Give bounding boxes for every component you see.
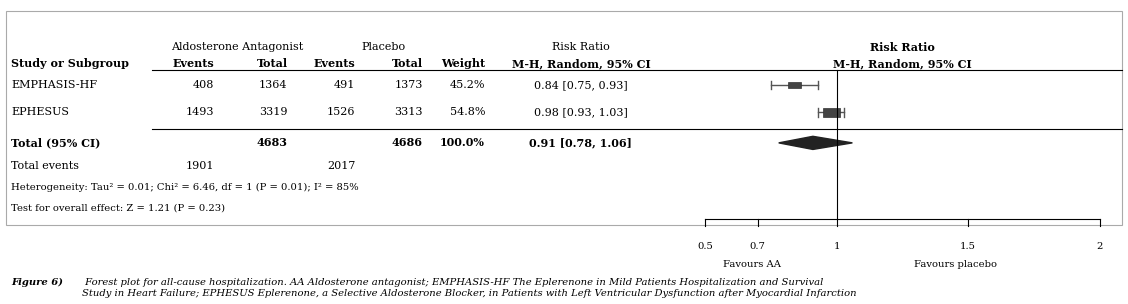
- Text: EMPHASIS-HF: EMPHASIS-HF: [11, 80, 97, 90]
- Text: 491: 491: [334, 80, 355, 90]
- Text: M-H, Random, 95% CI: M-H, Random, 95% CI: [832, 58, 972, 69]
- Text: Figure 6): Figure 6): [11, 278, 63, 287]
- Text: 4683: 4683: [257, 137, 288, 148]
- Text: Test for overall effect: Z = 1.21 (P = 0.23): Test for overall effect: Z = 1.21 (P = 0…: [11, 204, 226, 213]
- Text: 1526: 1526: [327, 108, 355, 117]
- Text: 0.84 [0.75, 0.93]: 0.84 [0.75, 0.93]: [534, 80, 628, 90]
- Text: 408: 408: [193, 80, 214, 90]
- Text: 45.2%: 45.2%: [450, 80, 485, 90]
- Text: Events: Events: [173, 58, 214, 69]
- Text: 2: 2: [1096, 242, 1103, 251]
- Text: Total (95% CI): Total (95% CI): [11, 137, 100, 148]
- Text: 2017: 2017: [327, 161, 355, 171]
- Text: 4686: 4686: [393, 137, 423, 148]
- Text: 1.5: 1.5: [960, 242, 976, 251]
- Text: Events: Events: [314, 58, 355, 69]
- Text: Study or Subgroup: Study or Subgroup: [11, 58, 130, 69]
- Text: Risk Ratio: Risk Ratio: [552, 42, 610, 52]
- Polygon shape: [778, 136, 853, 150]
- Text: 0.91 [0.78, 1.06]: 0.91 [0.78, 1.06]: [529, 137, 633, 148]
- FancyBboxPatch shape: [788, 82, 801, 88]
- Text: Favours AA: Favours AA: [723, 260, 782, 269]
- Text: 3313: 3313: [395, 108, 423, 117]
- Text: 0.98 [0.93, 1.03]: 0.98 [0.93, 1.03]: [534, 108, 628, 117]
- Text: 3319: 3319: [259, 108, 288, 117]
- Text: 0.7: 0.7: [750, 242, 766, 251]
- Text: 0.5: 0.5: [697, 242, 713, 251]
- Text: 1493: 1493: [186, 108, 214, 117]
- Text: Placebo: Placebo: [361, 42, 406, 52]
- Text: Total events: Total events: [11, 161, 79, 171]
- Text: Total: Total: [256, 58, 288, 69]
- Text: M-H, Random, 95% CI: M-H, Random, 95% CI: [511, 58, 651, 69]
- Text: 1: 1: [834, 242, 840, 251]
- Text: 54.8%: 54.8%: [450, 108, 485, 117]
- Text: 100.0%: 100.0%: [440, 137, 485, 148]
- Text: Risk Ratio: Risk Ratio: [870, 42, 935, 53]
- Text: Weight: Weight: [441, 58, 485, 69]
- FancyBboxPatch shape: [822, 108, 840, 117]
- Text: Heterogeneity: Tau² = 0.01; Chi² = 6.46, df = 1 (P = 0.01); I² = 85%: Heterogeneity: Tau² = 0.01; Chi² = 6.46,…: [11, 182, 359, 192]
- Text: Forest plot for all-cause hospitalization. AA Aldosterone antagonist; EMPHASIS-H: Forest plot for all-cause hospitalizatio…: [82, 278, 857, 298]
- Text: Total: Total: [391, 58, 423, 69]
- Text: EPHESUS: EPHESUS: [11, 108, 69, 117]
- Text: 1364: 1364: [259, 80, 288, 90]
- Text: 1373: 1373: [395, 80, 423, 90]
- Text: Aldosterone Antagonist: Aldosterone Antagonist: [170, 42, 303, 52]
- Text: Favours placebo: Favours placebo: [914, 260, 996, 269]
- Text: 1901: 1901: [186, 161, 214, 171]
